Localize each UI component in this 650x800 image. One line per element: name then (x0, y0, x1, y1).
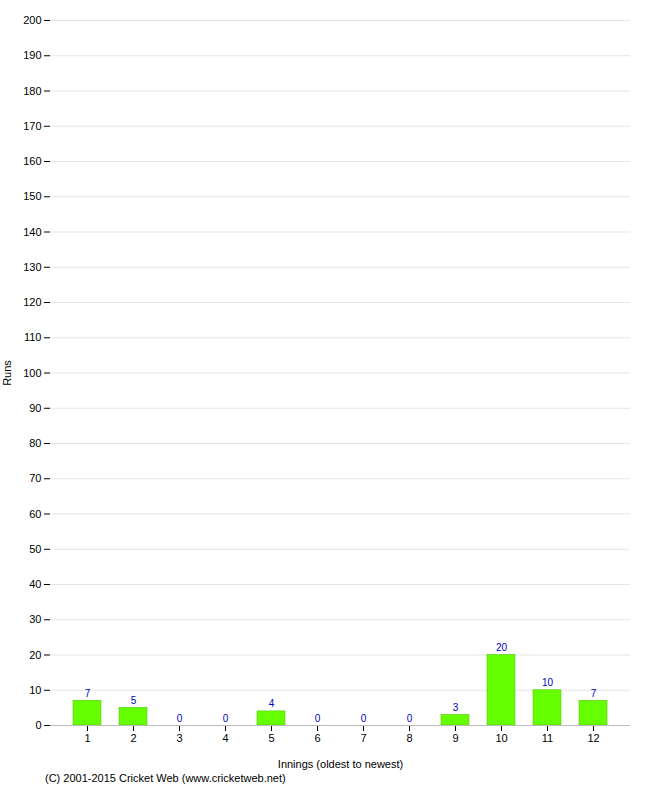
svg-text:0: 0 (35, 719, 41, 731)
svg-text:3: 3 (453, 702, 459, 713)
svg-text:40: 40 (29, 578, 41, 590)
svg-text:160: 160 (23, 155, 41, 167)
svg-text:0: 0 (407, 713, 413, 724)
svg-text:170: 170 (23, 120, 41, 132)
svg-text:50: 50 (29, 543, 41, 555)
svg-text:10: 10 (29, 684, 41, 696)
svg-text:90: 90 (29, 402, 41, 414)
svg-text:0: 0 (315, 713, 321, 724)
svg-text:100: 100 (23, 367, 41, 379)
svg-text:6: 6 (314, 732, 320, 744)
svg-text:2: 2 (130, 732, 136, 744)
svg-text:200: 200 (23, 14, 41, 26)
svg-text:0: 0 (361, 713, 367, 724)
svg-text:190: 190 (23, 49, 41, 61)
svg-text:0: 0 (177, 713, 183, 724)
svg-text:60: 60 (29, 508, 41, 520)
svg-text:80: 80 (29, 437, 41, 449)
svg-text:1: 1 (84, 732, 90, 744)
svg-text:5: 5 (131, 695, 137, 706)
svg-text:180: 180 (23, 85, 41, 97)
svg-text:7: 7 (360, 732, 366, 744)
svg-text:30: 30 (29, 613, 41, 625)
svg-text:Runs: Runs (1, 360, 13, 386)
svg-text:120: 120 (23, 296, 41, 308)
svg-text:10: 10 (495, 732, 507, 744)
svg-text:7: 7 (591, 688, 597, 699)
svg-text:8: 8 (406, 732, 412, 744)
svg-text:110: 110 (24, 331, 42, 343)
svg-text:0: 0 (223, 713, 229, 724)
svg-text:Innings (oldest to newest): Innings (oldest to newest) (278, 758, 403, 770)
svg-text:4: 4 (269, 698, 275, 709)
svg-text:10: 10 (542, 677, 554, 688)
svg-text:4: 4 (222, 732, 228, 744)
svg-text:12: 12 (587, 732, 599, 744)
svg-text:140: 140 (23, 226, 41, 238)
svg-text:20: 20 (496, 642, 508, 653)
svg-text:70: 70 (29, 472, 41, 484)
svg-text:9: 9 (452, 732, 458, 744)
html-text:(C) 2001-2015 Cricket Web (www: (C) 2001-2015 Cricket Web (www.cricketwe… (45, 772, 286, 784)
svg-text:3: 3 (176, 732, 182, 744)
svg-text:130: 130 (23, 261, 41, 273)
svg-text:7: 7 (85, 688, 91, 699)
svg-text:11: 11 (542, 732, 553, 744)
svg-text:150: 150 (23, 190, 41, 202)
svg-text:20: 20 (29, 649, 41, 661)
svg-text:5: 5 (268, 732, 274, 744)
